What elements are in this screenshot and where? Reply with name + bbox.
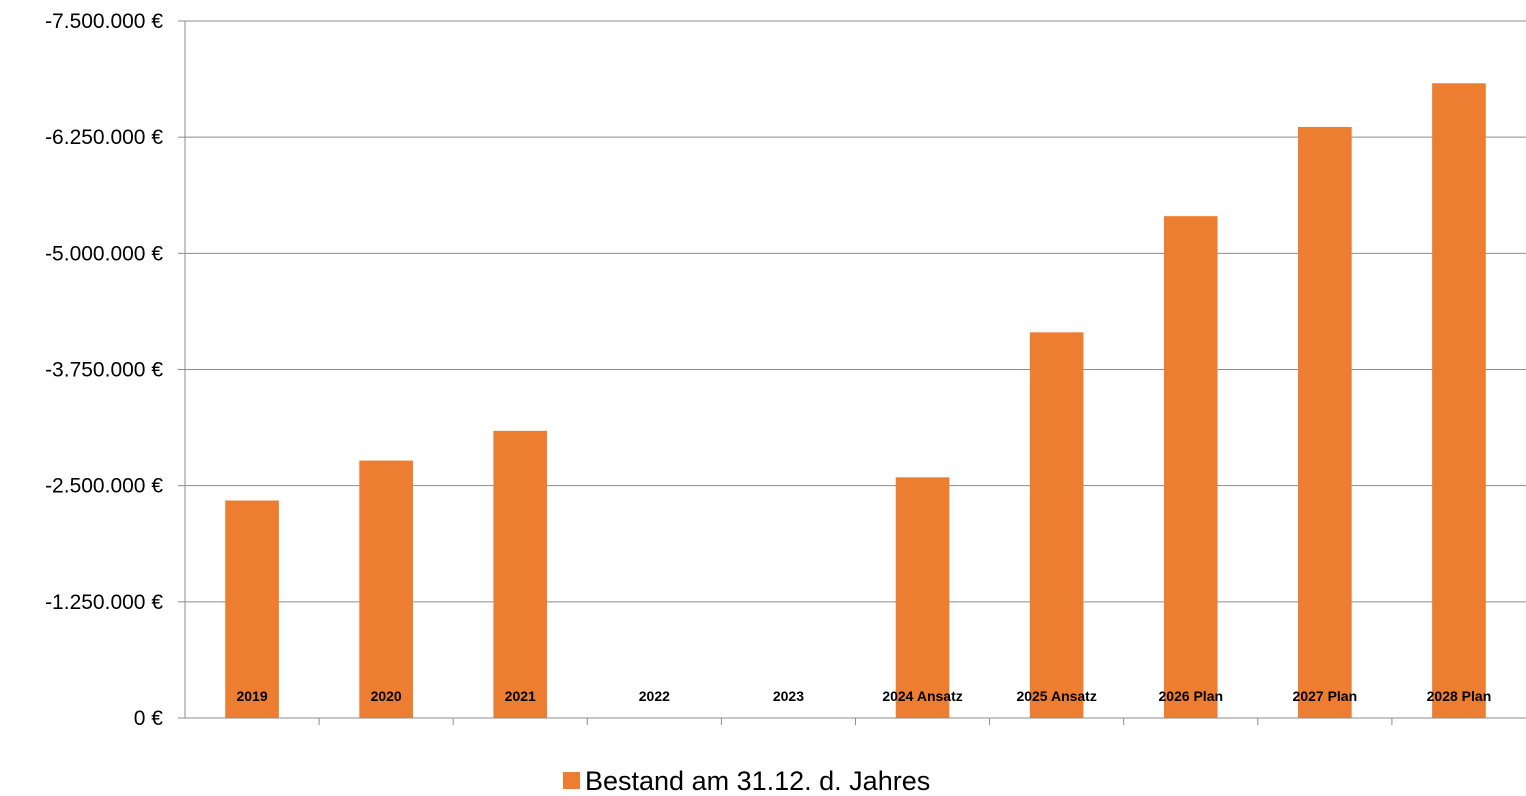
category-labels: 2019 2020 2021 2022 2023 2024 Ansatz 2025 Ansa…	[236, 688, 1491, 704]
legend-label: Bestand am 31.12. d. Jahres	[585, 766, 930, 796]
y-tick-label: -2.500.000 €	[45, 475, 163, 498]
bar	[1029, 332, 1084, 718]
bar	[895, 477, 950, 718]
category-label: 2023	[773, 688, 804, 704]
y-tick-labels: 0 € -1.250.000 € -2.500.000 € -3.750.000 € -…	[45, 10, 163, 730]
category-label: 2024 Ansatz	[882, 688, 962, 704]
bar	[225, 500, 279, 718]
bars	[225, 83, 1486, 719]
y-tick-label: -1.250.000 €	[45, 591, 163, 614]
category-label: 2026 Plan	[1158, 688, 1223, 704]
y-tick-label: -7.500.000 €	[45, 10, 163, 33]
category-label: 2019	[236, 688, 267, 704]
bar	[493, 430, 548, 718]
y-tick-label: -5.000.000 €	[45, 242, 163, 265]
y-tick-label: -6.250.000 €	[45, 126, 163, 149]
bar	[1163, 216, 1218, 718]
bar	[1432, 83, 1486, 719]
category-label: 2025 Ansatz	[1016, 688, 1096, 704]
category-label: 2021	[505, 688, 536, 704]
category-label: 2022	[639, 688, 670, 704]
legend-swatch	[563, 772, 580, 789]
category-label: 2028 Plan	[1427, 688, 1492, 704]
bar	[359, 460, 413, 718]
y-tick-label: 0 €	[134, 707, 164, 730]
y-tick-label: -3.750.000 €	[45, 359, 163, 382]
category-label: 2027 Plan	[1293, 688, 1358, 704]
bar	[1298, 126, 1352, 719]
legend: Bestand am 31.12. d. Jahres	[563, 766, 930, 796]
axes	[178, 20, 1526, 725]
category-label: 2020	[371, 688, 402, 704]
